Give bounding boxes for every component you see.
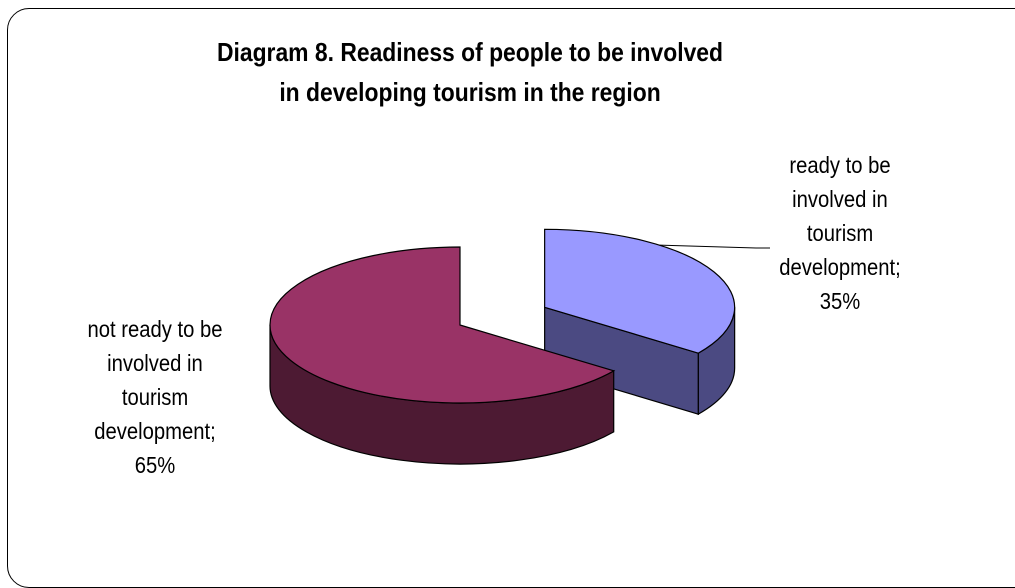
leader-line-ready bbox=[659, 244, 770, 249]
label-not-ready-line-4: development; bbox=[94, 418, 216, 444]
chart-title: Diagram 8. Readiness of people to be inv… bbox=[162, 32, 778, 112]
label-ready-line-4: development; bbox=[779, 254, 901, 280]
label-not-ready-line-5: 65% bbox=[134, 452, 176, 478]
title-line-2: in developing tourism in the region bbox=[279, 77, 661, 107]
slice-1-top bbox=[269, 246, 616, 404]
label-not-ready-line-1: not ready to be bbox=[87, 316, 223, 342]
label-not-ready-line-2: involved in bbox=[107, 350, 203, 376]
label-ready-line-2: involved in bbox=[792, 186, 888, 212]
slice-0-top bbox=[544, 228, 736, 354]
label-ready-line-1: ready to be bbox=[789, 152, 891, 178]
label-ready-line-5: 35% bbox=[819, 288, 861, 314]
data-label-ready: ready to be involved in tourism developm… bbox=[734, 148, 945, 318]
chart-frame bbox=[7, 8, 1015, 588]
title-line-1: Diagram 8. Readiness of people to be inv… bbox=[216, 37, 724, 67]
label-not-ready-line-3: tourism bbox=[121, 384, 189, 410]
label-ready-line-3: tourism bbox=[806, 220, 874, 246]
data-label-not-ready: not ready to be involved in tourism deve… bbox=[45, 312, 265, 482]
